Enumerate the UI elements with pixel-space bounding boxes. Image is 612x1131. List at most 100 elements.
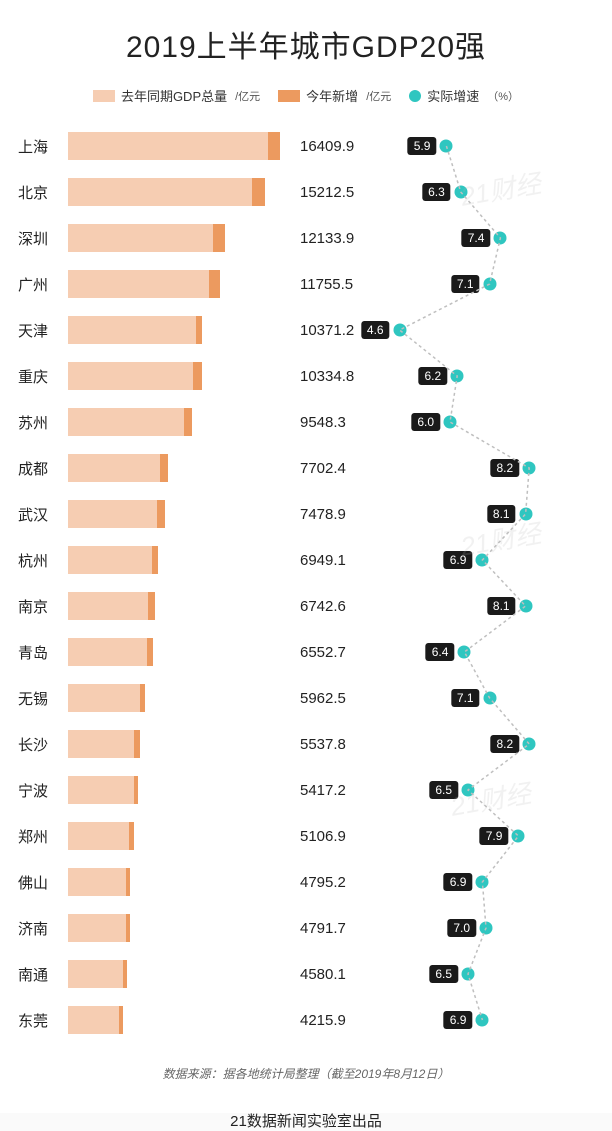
city-label: 广州 [18, 274, 68, 295]
bar-area [68, 408, 288, 436]
bar-base [68, 500, 157, 528]
gdp-value: 6949.1 [288, 552, 378, 569]
growth-area: 7.1 [378, 675, 594, 721]
bar-add [152, 546, 158, 574]
growth-dot [483, 278, 496, 291]
legend-add-unit: /亿元 [366, 88, 391, 104]
legend: 去年同期GDP总量 /亿元 今年新增 /亿元 实际增速 （%） [18, 86, 594, 105]
growth-label: 6.4 [426, 643, 455, 661]
bar-base [68, 684, 140, 712]
bar-area [68, 638, 288, 666]
bar-add [140, 684, 145, 712]
growth-dot [512, 830, 525, 843]
city-label: 济南 [18, 918, 68, 939]
bar-add [129, 822, 134, 850]
growth-label: 6.9 [444, 873, 473, 891]
data-row: 宁波5417.26.5 [18, 767, 594, 813]
source-text: 数据来源：据各地统计局整理（截至2019年8月12日） [18, 1065, 594, 1082]
city-label: 南通 [18, 964, 68, 985]
data-row: 深圳12133.97.4 [18, 215, 594, 261]
growth-label: 8.1 [487, 505, 516, 523]
growth-dot [458, 646, 471, 659]
bar-area [68, 914, 288, 942]
growth-dot [476, 554, 489, 567]
growth-area: 6.5 [378, 767, 594, 813]
data-row: 长沙5537.88.2 [18, 721, 594, 767]
gdp-value: 6552.7 [288, 644, 378, 661]
city-label: 南京 [18, 596, 68, 617]
bar-area [68, 178, 288, 206]
growth-label: 6.2 [419, 367, 448, 385]
data-row: 郑州5106.97.9 [18, 813, 594, 859]
legend-growth-unit: （%） [487, 88, 519, 104]
chart-body: 上海16409.95.9北京15212.56.3深圳12133.97.4广州11… [18, 123, 594, 1043]
growth-area: 6.5 [378, 951, 594, 997]
growth-dot [462, 968, 475, 981]
bar-area [68, 270, 288, 298]
growth-dot [393, 324, 406, 337]
bar-base [68, 638, 147, 666]
data-row: 天津10371.24.6 [18, 307, 594, 353]
city-label: 东莞 [18, 1010, 68, 1031]
growth-label: 5.9 [408, 137, 437, 155]
bar-add [268, 132, 281, 160]
legend-growth: 实际增速 （%） [409, 86, 519, 105]
bar-area [68, 316, 288, 344]
growth-area: 7.9 [378, 813, 594, 859]
bar-area [68, 592, 288, 620]
data-row: 上海16409.95.9 [18, 123, 594, 169]
growth-dot [462, 784, 475, 797]
bar-base [68, 316, 196, 344]
gdp-value: 5962.5 [288, 690, 378, 707]
growth-label: 4.6 [361, 321, 390, 339]
bar-base [68, 408, 184, 436]
growth-area: 6.9 [378, 997, 594, 1043]
growth-label: 6.0 [411, 413, 440, 431]
bar-base [68, 224, 213, 252]
growth-area: 7.0 [378, 905, 594, 951]
city-label: 天津 [18, 320, 68, 341]
city-label: 深圳 [18, 228, 68, 249]
growth-dot [483, 692, 496, 705]
legend-base-swatch [93, 90, 115, 102]
gdp-value: 4215.9 [288, 1012, 378, 1029]
gdp-value: 12133.9 [288, 230, 378, 247]
gdp-value: 5537.8 [288, 736, 378, 753]
bar-area [68, 776, 288, 804]
legend-add-label: 今年新增 [306, 86, 358, 105]
gdp-value: 16409.9 [288, 138, 378, 155]
city-label: 宁波 [18, 780, 68, 801]
gdp-value: 7478.9 [288, 506, 378, 523]
gdp-value: 15212.5 [288, 184, 378, 201]
data-row: 成都7702.48.2 [18, 445, 594, 491]
growth-label: 6.5 [429, 965, 458, 983]
city-label: 重庆 [18, 366, 68, 387]
growth-area: 8.1 [378, 583, 594, 629]
data-row: 苏州9548.36.0 [18, 399, 594, 445]
data-row: 武汉7478.98.1 [18, 491, 594, 537]
data-row: 广州11755.57.1 [18, 261, 594, 307]
data-row: 东莞 4215.96.9 [18, 997, 594, 1043]
bar-add [193, 362, 202, 390]
bar-add [184, 408, 191, 436]
bar-add [252, 178, 265, 206]
growth-label: 8.1 [487, 597, 516, 615]
growth-area: 5.9 [378, 123, 594, 169]
city-label: 青岛 [18, 642, 68, 663]
bar-base [68, 178, 252, 206]
bar-add [148, 592, 155, 620]
gdp-value: 4795.2 [288, 874, 378, 891]
growth-area: 6.9 [378, 537, 594, 583]
growth-dot [523, 738, 536, 751]
bar-base [68, 822, 129, 850]
bar-area [68, 362, 288, 390]
bar-add [119, 1006, 123, 1034]
bar-area [68, 224, 288, 252]
data-row: 青岛 6552.7 6.4 [18, 629, 594, 675]
city-label: 北京 [18, 182, 68, 203]
growth-dot [440, 140, 453, 153]
bar-add [196, 316, 203, 344]
bar-base [68, 914, 126, 942]
city-label: 佛山 [18, 872, 68, 893]
bar-area [68, 454, 288, 482]
